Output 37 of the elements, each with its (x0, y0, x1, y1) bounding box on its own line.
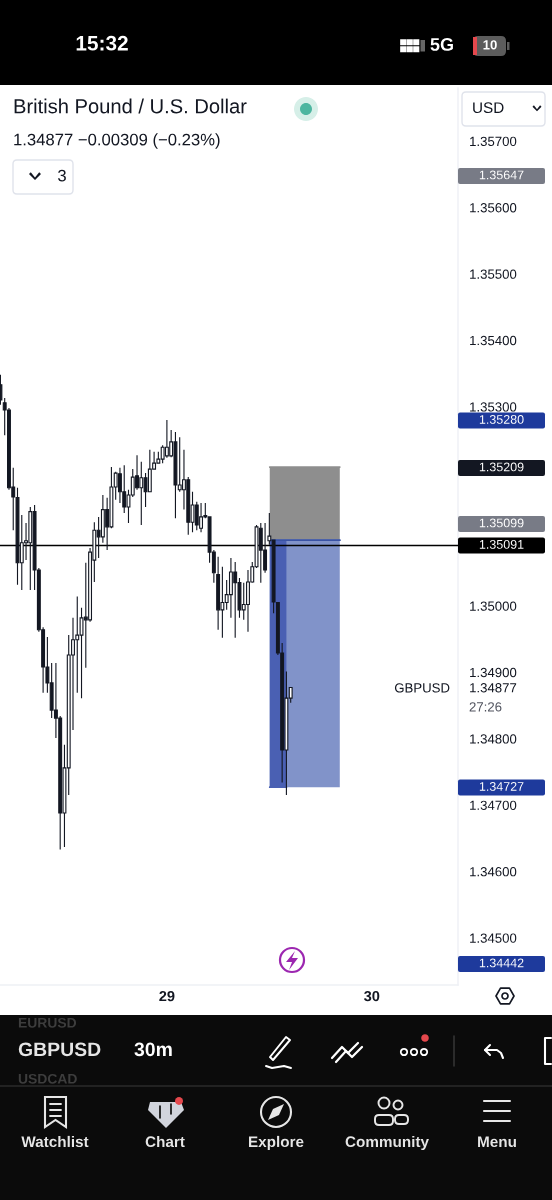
y-tick-label: 1.34500 (470, 933, 517, 943)
y-tick-label: 1.34900 (470, 667, 517, 678)
text: 1.34442 (479, 958, 524, 968)
text: Explore (249, 1135, 304, 1151)
text: 5G (430, 38, 453, 51)
text: 30m (134, 1042, 172, 1057)
x-tick-label: 29 (159, 990, 175, 1002)
text: USD (473, 102, 504, 114)
text: Chart (145, 1135, 185, 1148)
text: GBPUSD (18, 1042, 101, 1057)
x-tick-label: 30 (364, 990, 380, 1002)
y-tick-label: 1.35400 (470, 335, 517, 346)
y-tick-label: 1.34800 (470, 734, 517, 744)
y-tick-label: 1.34600 (470, 867, 517, 877)
y-tick-label: 1.35300 (470, 402, 517, 412)
text: 10 (483, 40, 497, 50)
y-tick-label: 1.34877 (470, 683, 517, 693)
text: 15:32 (76, 35, 128, 51)
text: 1.35209 (479, 462, 524, 472)
chart-title: British Pound / U.S. Dollar (14, 98, 247, 114)
y-tick-label: 1.35700 (470, 136, 517, 147)
y-tick-label: 1.35000 (470, 601, 517, 611)
text: 1.34727 (479, 782, 524, 791)
annotation: GBPUSD (394, 683, 450, 693)
text: Menu (478, 1136, 516, 1148)
y-tick-label: 1.34700 (470, 800, 517, 810)
text: 1.35099 (479, 518, 524, 528)
y-tick-label: 1.35500 (470, 269, 517, 279)
y-tick-label: 1.35600 (470, 203, 517, 213)
text: Watchlist (21, 1135, 89, 1148)
text: 1.35647 (479, 170, 524, 180)
text: 1.35280 (479, 415, 524, 424)
text: Community (345, 1135, 429, 1151)
ref-line-label: 1.35091 (479, 539, 524, 549)
text: 27:26 (469, 702, 502, 712)
text: 1.34877 −0.00309 (−0.23%) (14, 133, 220, 149)
annotation: 3 (58, 169, 66, 182)
